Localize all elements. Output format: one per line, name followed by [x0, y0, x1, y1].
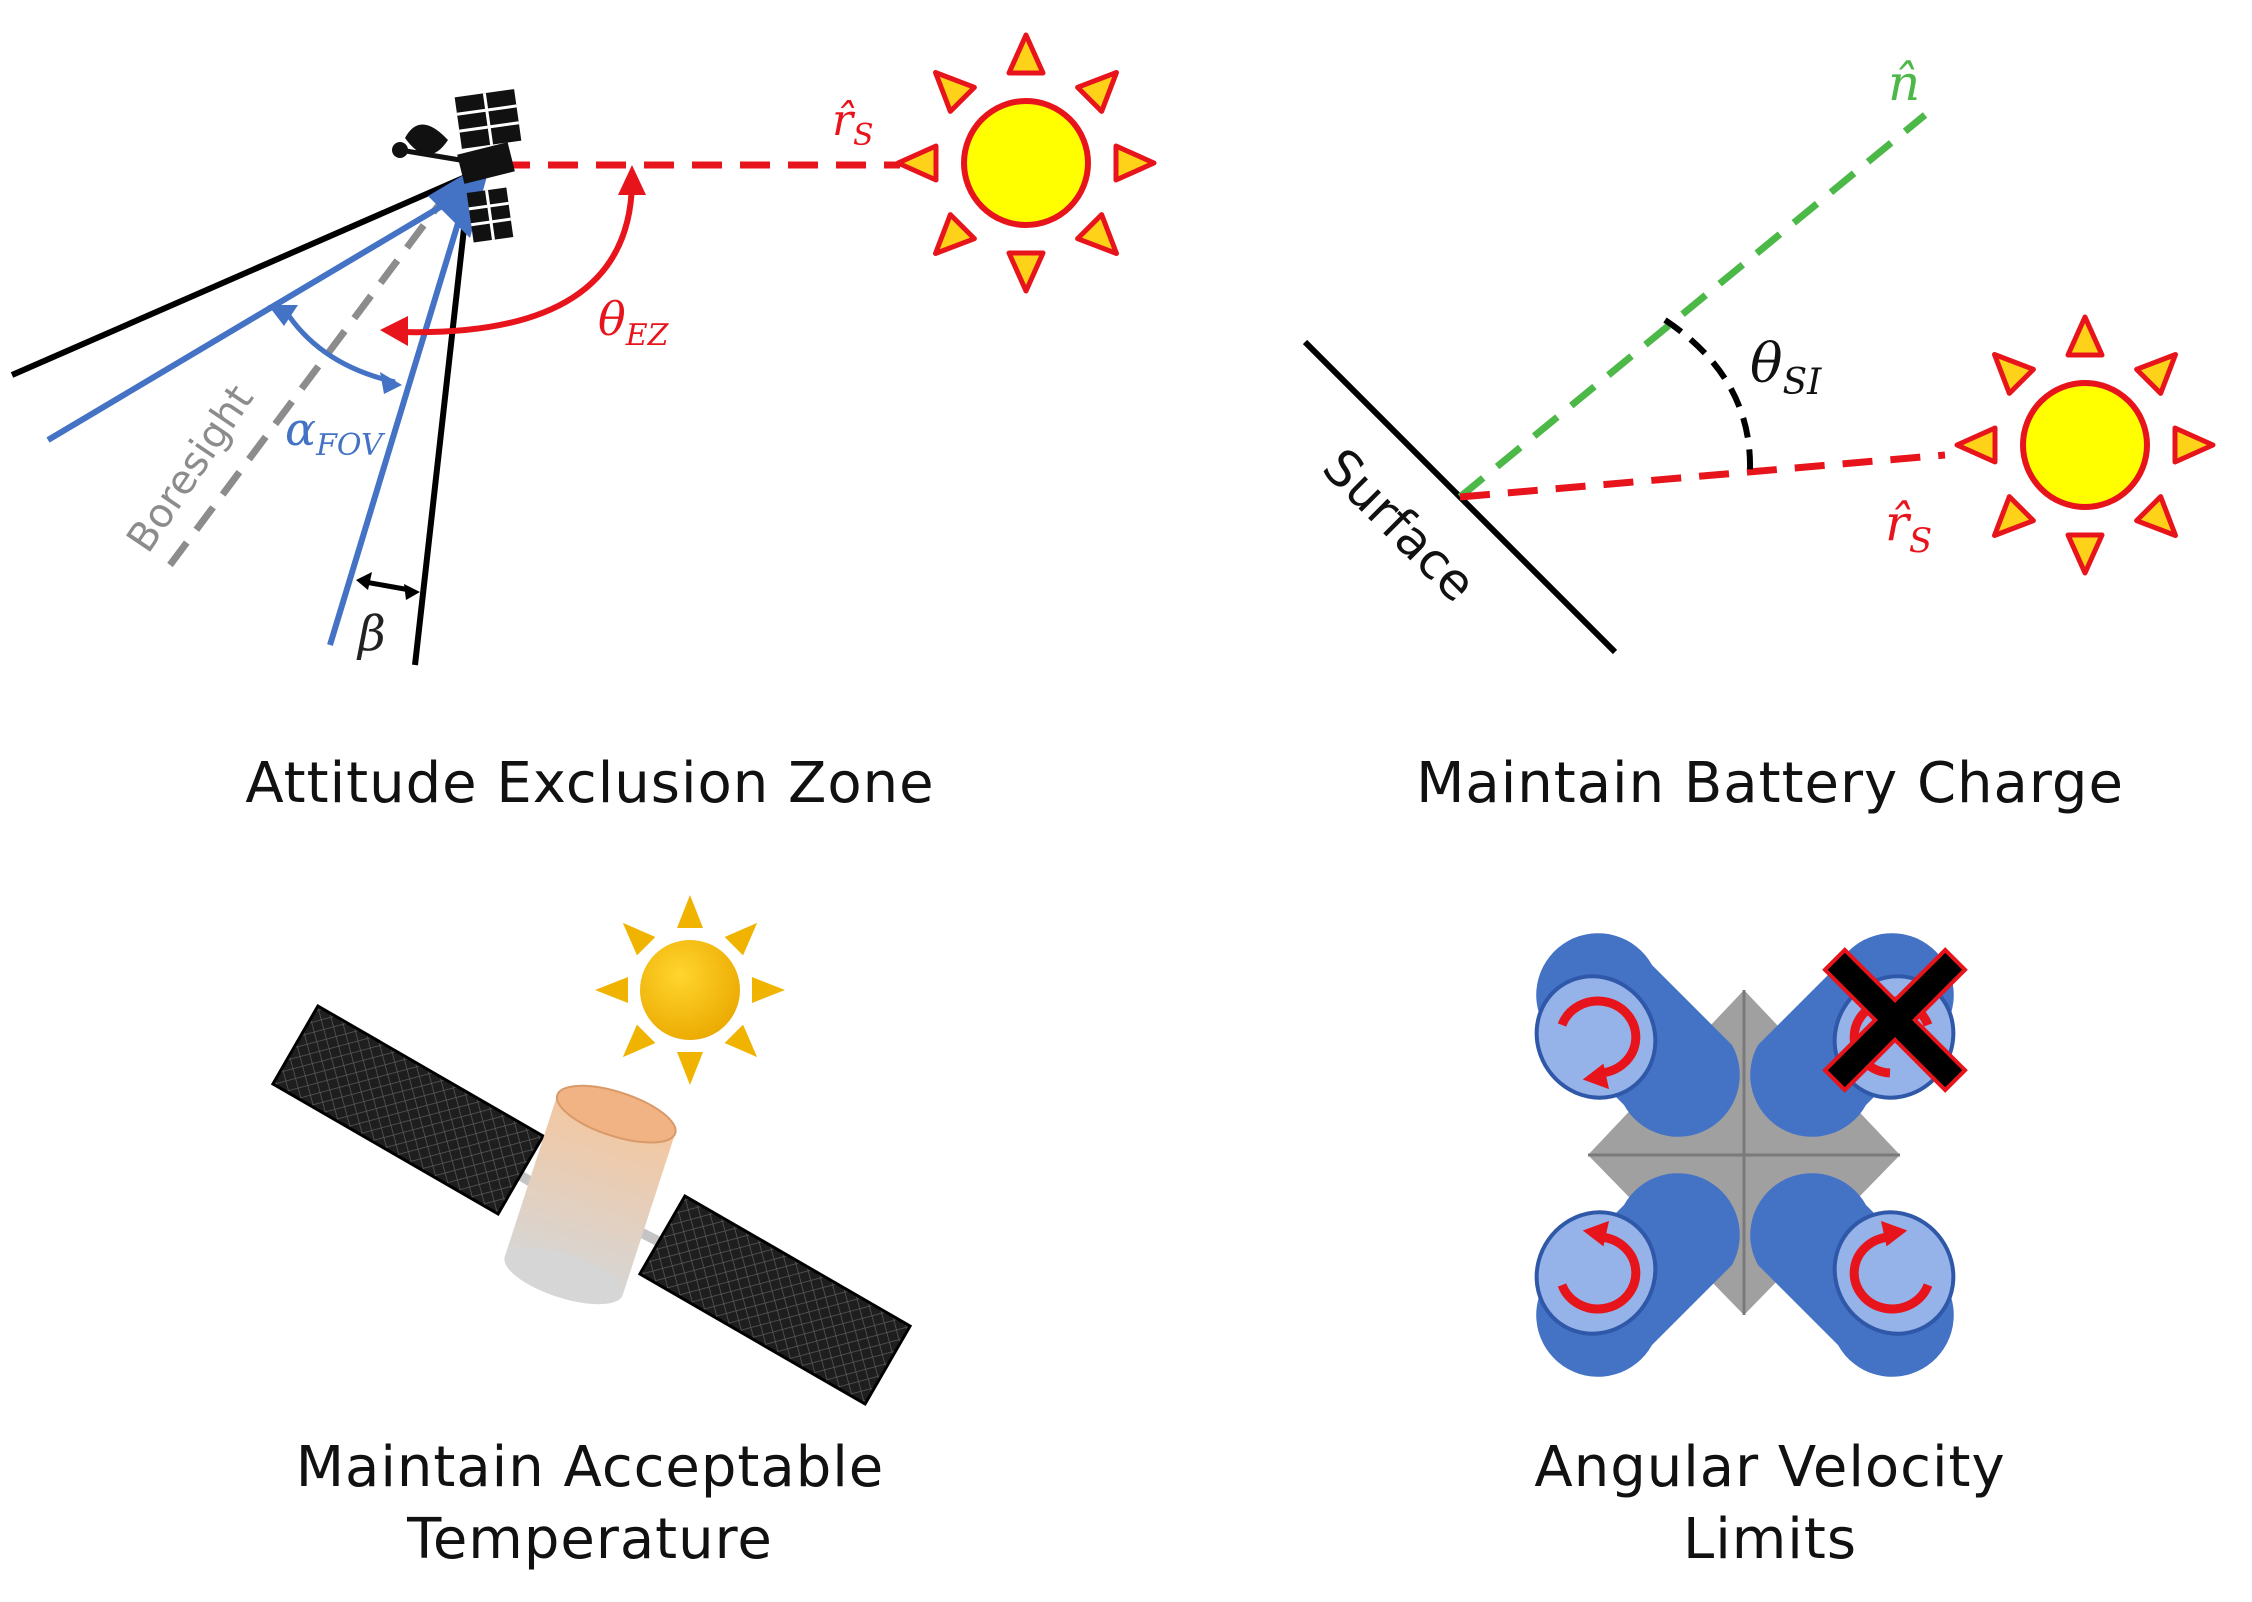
boresight-line: [167, 187, 453, 568]
beta-label: β: [356, 606, 386, 662]
battery-charge-diagram: n̂ θSI r̂S Surface: [1302, 54, 2216, 655]
sun-vector-line: [1459, 451, 1946, 501]
failure-x-icon: [1822, 947, 1968, 1093]
fov-edge-left: [46, 197, 454, 443]
temperature-caption-line2: Temperature: [407, 1507, 773, 1572]
angular-velocity-diagram: [1534, 933, 1968, 1377]
theta-ez-label: θEZ: [598, 292, 670, 353]
satellite-icon: [392, 89, 522, 243]
temperature-caption-line1: Maintain Acceptable: [295, 1435, 885, 1500]
rhat-s-label: r̂S: [832, 95, 874, 153]
sun-icon: [595, 895, 785, 1085]
exclusion-caption: Attitude Exclusion Zone: [245, 751, 935, 816]
rhat-s-label: r̂S: [1885, 494, 1932, 561]
sun-icon: [1954, 314, 2216, 576]
temperature-caption: Maintain Acceptable Temperature: [230, 1432, 950, 1576]
beta-arrow: [364, 579, 411, 593]
reaction-wheel-icon: [1534, 933, 1740, 1137]
exclusion-angle-arc: [399, 181, 635, 336]
reaction-wheel-icon: [1750, 1173, 1956, 1377]
fov-edge-right: [327, 209, 465, 646]
angular-velocity-caption: Angular Velocity Limits: [1400, 1432, 2140, 1576]
reaction-wheel-icon: [1534, 1173, 1740, 1377]
nhat-label: n̂: [1888, 54, 1920, 112]
alpha-fov-arc: [282, 308, 396, 385]
temperature-diagram: [270, 895, 913, 1407]
normal-vector-line: [1457, 112, 1928, 500]
satellite-icon: [270, 1003, 913, 1407]
boresight-label: Boresight: [118, 377, 263, 561]
cone-edge-left: [10, 172, 472, 378]
angular-caption-line2: Limits: [1683, 1507, 1857, 1572]
exclusion-zone-diagram: r̂S θEZ αFOV β Boresight: [10, 32, 1157, 666]
alpha-fov-label: αFOV: [285, 402, 386, 463]
angular-caption-line1: Angular Velocity: [1534, 1435, 2006, 1500]
sun-icon: [895, 32, 1157, 294]
surface-label: Surface: [1312, 437, 1488, 613]
theta-si-label: θSI: [1750, 332, 1822, 403]
cone-edge-right: [412, 174, 473, 666]
battery-caption: Maintain Battery Charge: [1416, 751, 2124, 816]
incidence-angle-arc: [1663, 317, 1754, 471]
